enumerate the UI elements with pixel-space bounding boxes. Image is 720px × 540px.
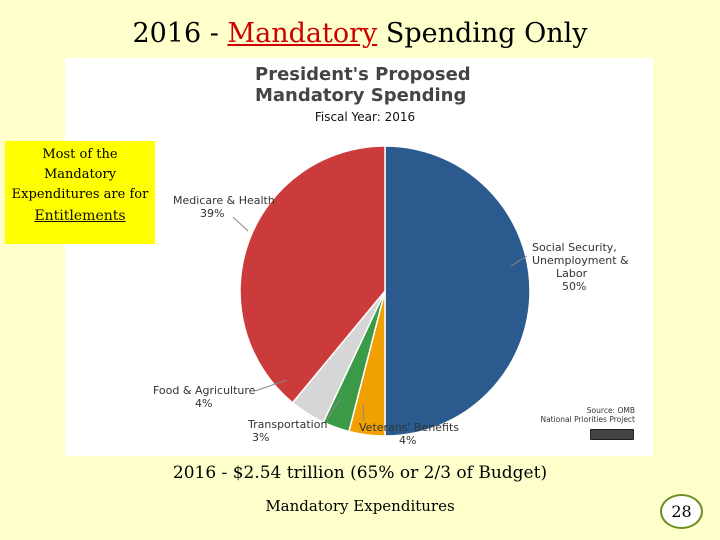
creative-commons-badge (590, 429, 634, 440)
slice-percent-label: 4% (195, 397, 213, 410)
chart-title-line-2: Mandatory Spending (255, 85, 467, 106)
callout-line: Mandatory (43, 167, 117, 182)
slice-percent-label: 39% (200, 207, 225, 220)
source-note: Source: OMB National Priorities Project (523, 406, 635, 424)
slice-label-line: Unemployment & (532, 254, 629, 267)
chart-title: President's Proposed Mandatory Spending (255, 64, 485, 106)
slice-label-line: Veterans' Benefits (359, 421, 460, 434)
pie-chart (232, 145, 531, 437)
leader-line (254, 379, 288, 392)
leader-line (232, 216, 249, 232)
slice-percent-label: 50% (562, 280, 587, 293)
pie-chart-panel: President's Proposed Mandatory Spending … (65, 58, 653, 456)
slice-label-line: Transportation (248, 418, 328, 431)
slice-percent-label: 3% (252, 431, 270, 444)
slice-label-line: Labor (556, 267, 588, 280)
callout-line: Expenditures are for (11, 187, 149, 202)
budget-summary: 2016 - $2.54 trillion (65% or 2/3 of Bud… (172, 463, 548, 483)
chart-subtitle: Fiscal Year: 2016 (314, 110, 416, 124)
slice-percent-label: 4% (399, 434, 417, 447)
slice-label-food-agriculture: Food & Agriculture 4% (153, 384, 255, 410)
pie-slice-social-security (384, 145, 531, 437)
slide-title: 2016 - Mandatory Spending Only (0, 18, 720, 49)
leader-line (326, 398, 341, 421)
callout-emphasis: Entitlements (34, 208, 126, 224)
slice-label-veterans: Veterans' Benefits 4% (359, 421, 459, 447)
callout-line: Most of the (42, 147, 118, 162)
slide-title-suffix: Spending Only (377, 18, 588, 49)
page-number-badge: 28 (660, 494, 703, 529)
entitlements-callout: Most of the Mandatory Expenditures are f… (5, 141, 155, 244)
slide-title-highlight: Mandatory (227, 18, 378, 49)
chart-title-line-1: President's Proposed (255, 64, 471, 85)
slice-label-transportation: Transportation 3% (248, 418, 327, 444)
footer-caption: Mandatory Expenditures (265, 497, 455, 515)
slice-label-line: Medicare & Health (173, 194, 275, 207)
source-line: National Priorities Project (540, 415, 635, 424)
leader-line (362, 404, 365, 422)
slice-label-social-security: Social Security, Unemployment & Labor 50… (532, 241, 629, 293)
slice-label-medicare: Medicare & Health 39% (173, 194, 275, 220)
slide-title-prefix: 2016 - (132, 18, 228, 49)
source-line: Source: OMB (586, 406, 635, 415)
slice-label-line: Food & Agriculture (153, 384, 256, 397)
leader-line (510, 255, 528, 267)
slice-label-line: Social Security, (532, 241, 617, 254)
pie-slice-medicare (239, 145, 386, 404)
